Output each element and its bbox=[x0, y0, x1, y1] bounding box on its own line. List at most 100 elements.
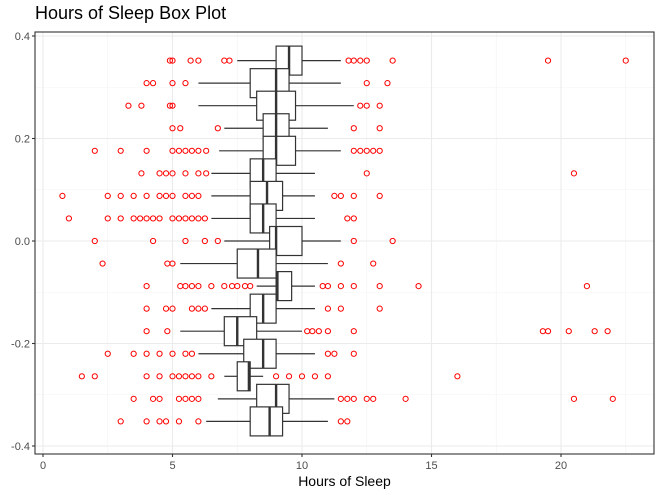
outlier-point bbox=[169, 170, 176, 177]
outlier-point bbox=[350, 328, 357, 335]
grid-lines bbox=[35, 32, 654, 454]
outlier-point bbox=[344, 215, 351, 222]
outlier-point bbox=[591, 328, 598, 335]
outlier-point bbox=[182, 192, 189, 199]
outlier-point bbox=[195, 57, 202, 64]
outlier-point bbox=[370, 147, 377, 154]
outlier-point bbox=[156, 418, 163, 425]
outlier-point bbox=[357, 57, 364, 64]
outlier-point bbox=[350, 147, 357, 154]
outlier-point bbox=[195, 170, 202, 177]
x-tick-label: 0 bbox=[40, 460, 46, 472]
outlier-point bbox=[175, 373, 183, 380]
outlier-point bbox=[138, 170, 145, 177]
outlier-point bbox=[454, 373, 461, 380]
outlier-point bbox=[143, 328, 150, 335]
outlier-point bbox=[169, 260, 176, 267]
outlier-point bbox=[201, 215, 208, 222]
outlier-point bbox=[149, 395, 157, 402]
outlier-point bbox=[208, 373, 215, 380]
outlier-point bbox=[59, 192, 66, 199]
outlier-point bbox=[182, 373, 189, 380]
outlier-point bbox=[350, 215, 357, 222]
outlier-point bbox=[570, 395, 578, 402]
outlier-point bbox=[350, 125, 357, 132]
outlier-point bbox=[363, 102, 370, 109]
y-tick-label: -0.4 bbox=[11, 441, 30, 453]
outlier-point bbox=[376, 305, 383, 312]
outlier-point bbox=[324, 283, 331, 290]
outlier-point bbox=[169, 80, 176, 87]
outlier-point bbox=[164, 328, 171, 335]
box-iqr bbox=[236, 361, 251, 392]
outlier-point bbox=[182, 215, 189, 222]
outlier-point bbox=[324, 328, 331, 335]
outlier-point bbox=[182, 170, 189, 177]
outlier-point bbox=[337, 418, 344, 425]
outlier-point bbox=[156, 192, 163, 199]
y-tick-label: -0.2 bbox=[11, 339, 30, 351]
panel-background bbox=[35, 32, 654, 454]
outlier-point bbox=[143, 215, 150, 222]
outlier-point bbox=[195, 395, 202, 402]
outlier-point bbox=[143, 80, 150, 87]
outlier-point bbox=[565, 328, 572, 335]
outlier-point bbox=[350, 283, 357, 290]
outlier-point bbox=[195, 147, 202, 154]
outlier-point bbox=[99, 260, 106, 267]
outlier-point bbox=[149, 215, 157, 222]
outlier-point bbox=[376, 102, 383, 109]
outlier-point bbox=[169, 57, 176, 64]
outlier-point bbox=[104, 350, 111, 357]
outlier-point bbox=[208, 283, 215, 290]
box-9 bbox=[224, 225, 341, 257]
outlier-point bbox=[188, 192, 196, 199]
outlier-point bbox=[162, 192, 170, 199]
outlier-point bbox=[604, 328, 611, 335]
outlier-point bbox=[156, 373, 163, 380]
outlier-point bbox=[156, 395, 163, 402]
outlier-point bbox=[247, 283, 254, 290]
outlier-point bbox=[169, 102, 176, 109]
panel-border bbox=[34, 31, 655, 455]
outlier-point bbox=[203, 147, 210, 154]
outlier-point bbox=[65, 215, 73, 222]
outlier-point bbox=[175, 215, 183, 222]
outlier-point bbox=[344, 418, 351, 425]
outlier-point bbox=[201, 305, 208, 312]
outlier-point bbox=[143, 418, 150, 425]
outlier-point bbox=[622, 57, 629, 64]
outlier-point bbox=[544, 328, 552, 335]
outlier-point bbox=[169, 215, 176, 222]
outlier-point bbox=[384, 80, 391, 87]
outlier-point bbox=[331, 350, 338, 357]
outlier-point bbox=[544, 57, 552, 64]
outlier-point bbox=[188, 373, 196, 380]
outlier-point bbox=[337, 395, 344, 402]
outlier-point bbox=[195, 283, 202, 290]
x-tick-label: 20 bbox=[555, 460, 567, 472]
outlier-point bbox=[156, 170, 163, 177]
outlier-point bbox=[298, 373, 306, 380]
boxes-layer bbox=[180, 45, 354, 437]
outlier-point bbox=[162, 305, 170, 312]
outlier-point bbox=[143, 147, 150, 154]
outlier-point bbox=[166, 102, 174, 109]
outlier-point bbox=[175, 418, 183, 425]
outlier-point bbox=[182, 237, 189, 245]
outlier-point bbox=[143, 305, 150, 312]
box-10 bbox=[180, 248, 328, 279]
outlier-point bbox=[363, 147, 370, 154]
outlier-point bbox=[166, 57, 174, 64]
outlier-point bbox=[350, 237, 357, 245]
outlier-point bbox=[363, 170, 370, 177]
outlier-point bbox=[175, 395, 183, 402]
outlier-point bbox=[376, 192, 383, 199]
outlier-point bbox=[344, 395, 351, 402]
outlier-point bbox=[350, 395, 357, 402]
outlier-point bbox=[156, 350, 163, 357]
axes: 0 5 10 15 20 0.4 0.2 0.0 -0.2 -0.4 bbox=[11, 31, 567, 472]
outlier-point bbox=[337, 305, 344, 312]
outlier-point bbox=[195, 305, 202, 312]
outlier-point bbox=[357, 102, 364, 109]
